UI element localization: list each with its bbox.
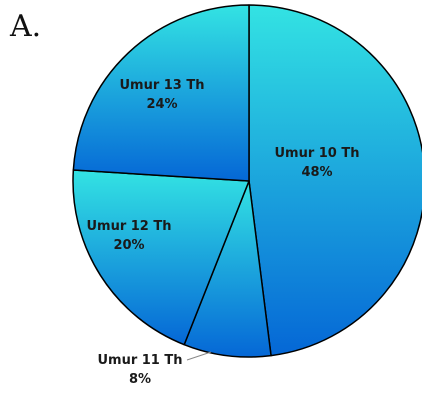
- slice-percent: 8%: [129, 372, 151, 387]
- pie-slice-umur-12-th: [72, 169, 250, 346]
- slice-label-umur-10-th: Umur 10 Th 48%: [274, 146, 359, 180]
- slice-name: Umur 13 Th: [119, 78, 204, 93]
- panel-label: A.: [10, 9, 42, 44]
- slice-percent: 20%: [113, 238, 144, 253]
- slice-name: Umur 11 Th: [97, 353, 182, 368]
- slice-label-umur-11-th: Umur 11 Th 8%: [97, 353, 182, 387]
- pie-slice-umur-11-th: [183, 180, 272, 358]
- leader-line-umur-11-th: [186, 351, 212, 361]
- slice-label-umur-12-th: Umur 12 Th 20%: [86, 219, 171, 253]
- pie-labels: Umur 10 Th 48%Umur 11 Th 8%Umur 12 Th 20%Um…: [86, 78, 359, 387]
- slice-name: Umur 12 Th: [86, 219, 171, 234]
- pie-slices: [72, 4, 422, 358]
- slice-percent: 24%: [146, 97, 177, 112]
- pie-slice-umur-10-th: [248, 4, 422, 357]
- pie-slice-umur-13-th: [72, 4, 250, 182]
- slice-label-umur-13-th: Umur 13 Th 24%: [119, 78, 204, 112]
- slice-name: Umur 10 Th: [274, 146, 359, 161]
- slice-percent: 48%: [301, 165, 332, 180]
